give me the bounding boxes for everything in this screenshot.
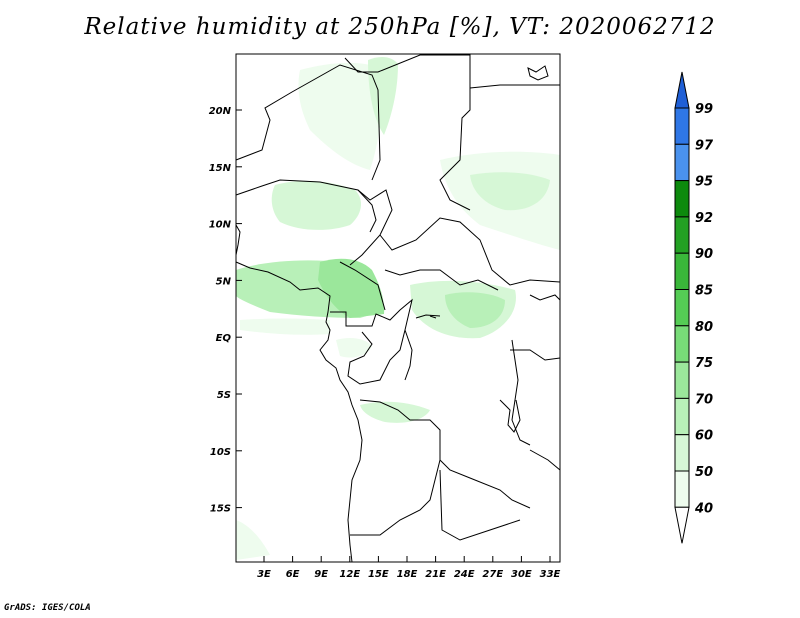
lat-tick-label: 20N (209, 106, 232, 117)
colorbar: 99 97 95 92 90 85 80 75 70 60 50 40 (674, 71, 714, 544)
colorbar-label: 80 (695, 320, 713, 335)
coastline (235, 65, 549, 563)
lon-tick-label: 3E (257, 569, 271, 580)
colorbar-segment (674, 180, 690, 218)
colorbar-label: 40 (694, 501, 713, 516)
lon-tick-label: 21E (425, 569, 446, 580)
lon-tick-label: 9E (314, 569, 328, 580)
colorbar-label: 90 (695, 247, 713, 262)
lon-tick-label: 33E (540, 569, 561, 580)
lat-tick-label: 5S (217, 390, 231, 401)
lat-tick-label: 5N (216, 276, 232, 287)
longitude-axis: 3E 6E 9E 12E 15E 18E 21E 24E 27E 30E 33E (257, 556, 561, 580)
lon-tick-label: 18E (397, 569, 418, 580)
colorbar-label: 95 (695, 175, 713, 190)
colorbar-segment (674, 325, 690, 363)
lat-tick-label: 15N (209, 163, 232, 174)
humidity-shading (236, 56, 560, 560)
colorbar-top-arrow (674, 71, 690, 109)
colorbar-label: 60 (695, 429, 713, 444)
colorbar-segment (674, 107, 690, 145)
colorbar-segment (674, 361, 690, 399)
colorbar-segment (674, 470, 690, 508)
latitude-axis: 20N 15N 10N 5N EQ 5S 10S 15S (209, 106, 242, 515)
lat-tick-label: 10N (209, 220, 232, 231)
colorbar-segment (674, 289, 690, 327)
colorbar-label: 99 (695, 102, 713, 117)
country-borders (235, 54, 561, 541)
colorbar-label: 75 (695, 356, 713, 371)
lat-tick-label: 10S (210, 447, 231, 458)
lon-tick-label: 12E (339, 569, 360, 580)
map-frame (235, 53, 561, 563)
colorbar-label: 70 (695, 392, 713, 407)
colorbar-label: 50 (695, 465, 713, 480)
colorbar-segment (674, 252, 690, 290)
colorbar-segment (674, 434, 690, 472)
lon-tick-label: 30E (511, 569, 532, 580)
colorbar-segment (674, 143, 690, 182)
lat-tick-label: EQ (216, 333, 232, 344)
colorbar-label: 97 (695, 138, 714, 153)
lon-tick-label: 6E (286, 569, 300, 580)
map-title: Relative humidity at 250hPa [%], VT: 202… (84, 14, 716, 40)
lat-tick-label: 15S (210, 504, 231, 515)
credit-label: GrADS: IGES/COLA (4, 603, 91, 613)
lon-tick-label: 24E (454, 569, 475, 580)
colorbar-label: 85 (695, 284, 713, 299)
colorbar-segment (674, 397, 690, 436)
colorbar-label: 92 (695, 211, 713, 226)
lon-tick-label: 15E (368, 569, 389, 580)
lon-tick-label: 27E (482, 569, 503, 580)
colorbar-bottom-arrow (674, 506, 690, 544)
colorbar-segment (674, 216, 690, 254)
